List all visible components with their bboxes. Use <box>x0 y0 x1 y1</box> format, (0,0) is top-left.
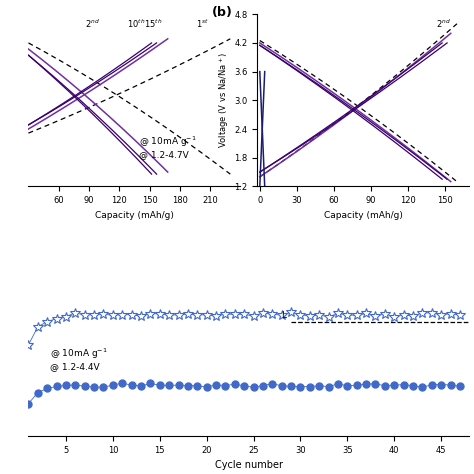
X-axis label: Cycle number: Cycle number <box>215 460 283 470</box>
Text: L: L <box>282 311 286 320</box>
Text: 2$^{nd}$: 2$^{nd}$ <box>84 18 100 30</box>
Text: 2$^{nd}$: 2$^{nd}$ <box>437 18 451 30</box>
Text: @ 10mA g$^{-1}$
@ 1.2-4.4V: @ 10mA g$^{-1}$ @ 1.2-4.4V <box>50 346 108 371</box>
X-axis label: Capacity (mAh/g): Capacity (mAh/g) <box>95 210 174 219</box>
Text: 1$^{st}$: 1$^{st}$ <box>196 18 209 30</box>
X-axis label: Capacity (mAh/g): Capacity (mAh/g) <box>324 210 403 219</box>
Y-axis label: Voltage (V vs Na/Na$^+$): Voltage (V vs Na/Na$^+$) <box>218 52 231 148</box>
Text: $\mathbf{(b)}$: $\mathbf{(b)}$ <box>211 4 232 19</box>
Text: @ 10mA g$^{-1}$
@ 1.2-4.7V: @ 10mA g$^{-1}$ @ 1.2-4.7V <box>138 135 196 160</box>
Text: 10$^{th}$15$^{th}$: 10$^{th}$15$^{th}$ <box>128 18 163 30</box>
